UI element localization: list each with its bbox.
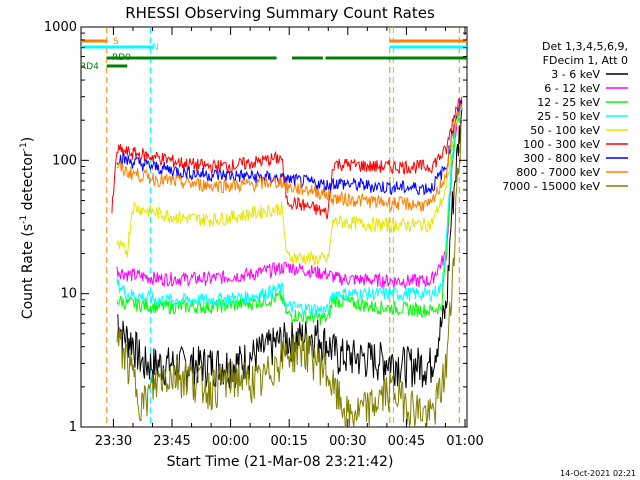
- y-axis-label: Count Rate (s-1 detector-1): [19, 137, 36, 319]
- legend-header-line-2: FDecim 1, Att 0: [543, 54, 628, 67]
- status-label-n: N: [152, 43, 159, 53]
- legend-label: 50 - 100 keV: [530, 124, 600, 137]
- legend-label: 100 - 300 keV: [523, 138, 600, 151]
- x-tick-label: 00:15: [270, 434, 307, 449]
- x-tick-label: 01:00: [446, 434, 483, 449]
- legend: Det 1,3,4,5,6,9, FDecim 1, Att 0 3 - 6 k…: [502, 40, 628, 193]
- y-label-sup-2: -1: [19, 142, 29, 151]
- y-tick-label: 100: [52, 153, 77, 168]
- y-tick-label: 1000: [44, 20, 77, 35]
- status-label-s: S: [113, 37, 119, 47]
- legend-label: 3 - 6 keV: [551, 68, 600, 81]
- x-axis: 23:30 23:45 00:00 00:15 00:30 00:45 01:00: [95, 27, 484, 449]
- status-label-rd4: RD4: [80, 62, 99, 72]
- legend-label: 7000 - 15000 keV: [502, 180, 600, 193]
- series-line: [116, 102, 463, 326]
- footer-timestamp: 14-Oct-2021 02:21: [560, 469, 636, 478]
- x-tick-label: 23:30: [95, 434, 132, 449]
- legend-label: 300 - 800 keV: [523, 152, 600, 165]
- x-tick-label: 00:00: [212, 434, 249, 449]
- legend-header-line-1: Det 1,3,4,5,6,9,: [542, 40, 628, 53]
- y-label-part-1: Count Rate (s: [20, 224, 36, 319]
- legend-label: 6 - 12 keV: [544, 82, 600, 95]
- status-bars: S N RD0 RD4: [80, 37, 467, 72]
- series-line: [111, 96, 463, 220]
- y-label-sup-1: -1: [19, 215, 29, 224]
- series-group: [111, 96, 463, 429]
- series-line: [116, 120, 463, 429]
- x-tick-label: 23:45: [153, 434, 190, 449]
- series-line: [116, 99, 463, 290]
- y-label-part-2: detector: [20, 151, 36, 215]
- series-line: [116, 107, 463, 389]
- y-tick-label: 1: [69, 420, 77, 435]
- series-line: [116, 104, 463, 318]
- status-label-rd0: RD0: [112, 53, 131, 63]
- x-axis-label: Start Time (21-Mar-08 23:21:42): [167, 454, 394, 470]
- chart-title: RHESSI Observing Summary Count Rates: [125, 4, 435, 22]
- series-line: [116, 107, 463, 267]
- y-label-part-3: ): [20, 137, 36, 142]
- series-line: [117, 103, 463, 212]
- plot-frame: [80, 26, 468, 428]
- x-tick-label: 00:45: [388, 434, 425, 449]
- legend-label: 800 - 7000 keV: [516, 166, 600, 179]
- y-tick-label: 10: [60, 287, 77, 302]
- series-line: [116, 100, 463, 196]
- legend-label: 25 - 50 keV: [537, 110, 600, 123]
- legend-label: 12 - 25 keV: [537, 96, 600, 109]
- x-tick-label: 00:30: [329, 434, 366, 449]
